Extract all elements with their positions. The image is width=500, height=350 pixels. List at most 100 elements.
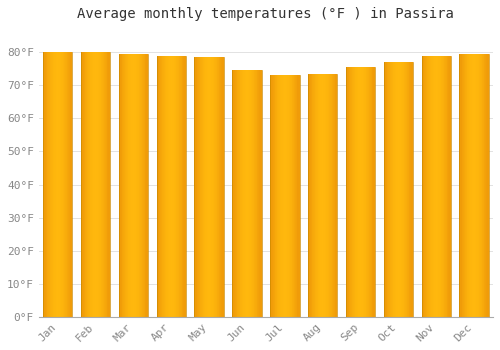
Bar bbox=[440, 56, 442, 317]
Title: Average monthly temperatures (°F ) in Passira: Average monthly temperatures (°F ) in Pa… bbox=[78, 7, 454, 21]
Bar bbox=[235, 70, 236, 317]
Bar bbox=[438, 56, 439, 317]
Bar bbox=[390, 62, 391, 317]
Bar bbox=[252, 70, 253, 317]
Bar bbox=[320, 74, 321, 317]
Bar bbox=[431, 56, 432, 317]
Bar bbox=[160, 56, 161, 317]
Bar bbox=[469, 54, 470, 317]
Bar bbox=[105, 52, 106, 317]
Bar bbox=[69, 52, 70, 317]
Bar bbox=[255, 70, 256, 317]
Bar bbox=[284, 75, 285, 317]
Bar bbox=[248, 70, 249, 317]
Bar bbox=[214, 57, 215, 317]
Bar bbox=[445, 56, 446, 317]
Bar bbox=[327, 74, 328, 317]
Bar bbox=[196, 57, 198, 317]
Bar bbox=[200, 57, 201, 317]
Bar bbox=[64, 52, 65, 317]
Bar bbox=[466, 54, 468, 317]
Bar bbox=[430, 56, 431, 317]
Bar bbox=[59, 52, 60, 317]
Bar bbox=[260, 70, 261, 317]
Bar bbox=[238, 70, 239, 317]
Bar bbox=[272, 75, 273, 317]
Bar bbox=[360, 67, 362, 317]
Bar bbox=[463, 54, 464, 317]
Bar bbox=[434, 56, 435, 317]
Bar bbox=[182, 56, 183, 317]
Bar bbox=[208, 57, 209, 317]
Bar bbox=[146, 54, 148, 317]
Bar bbox=[220, 57, 221, 317]
Bar bbox=[398, 62, 399, 317]
Bar bbox=[70, 52, 71, 317]
Bar bbox=[333, 74, 334, 317]
Bar bbox=[127, 54, 128, 317]
Bar bbox=[130, 54, 131, 317]
Bar bbox=[210, 57, 212, 317]
Bar bbox=[367, 67, 368, 317]
Bar bbox=[135, 54, 136, 317]
Bar bbox=[384, 62, 385, 317]
Bar bbox=[215, 57, 216, 317]
Bar bbox=[322, 74, 324, 317]
Bar bbox=[234, 70, 235, 317]
Bar bbox=[199, 57, 200, 317]
Bar bbox=[432, 56, 434, 317]
Bar bbox=[201, 57, 202, 317]
Bar bbox=[218, 57, 220, 317]
Bar bbox=[44, 52, 45, 317]
Bar bbox=[449, 56, 450, 317]
Bar bbox=[316, 74, 317, 317]
Bar bbox=[330, 74, 331, 317]
Bar bbox=[253, 70, 254, 317]
Bar bbox=[399, 62, 400, 317]
Bar bbox=[88, 52, 89, 317]
Bar bbox=[57, 52, 58, 317]
Bar bbox=[178, 56, 180, 317]
Bar bbox=[167, 56, 168, 317]
Bar bbox=[389, 62, 390, 317]
Bar bbox=[317, 74, 318, 317]
Bar bbox=[391, 62, 392, 317]
Bar bbox=[321, 74, 322, 317]
Bar bbox=[436, 56, 437, 317]
Bar bbox=[239, 70, 240, 317]
Bar bbox=[256, 70, 258, 317]
Bar bbox=[324, 74, 325, 317]
Bar bbox=[278, 75, 279, 317]
Bar bbox=[194, 57, 195, 317]
Bar bbox=[374, 67, 376, 317]
Bar bbox=[368, 67, 370, 317]
Bar bbox=[49, 52, 50, 317]
Bar bbox=[270, 75, 271, 317]
Bar bbox=[353, 67, 354, 317]
Bar bbox=[308, 74, 310, 317]
Bar bbox=[172, 56, 173, 317]
Bar bbox=[396, 62, 397, 317]
Bar bbox=[468, 54, 469, 317]
Bar bbox=[209, 57, 210, 317]
Bar bbox=[242, 70, 244, 317]
Bar bbox=[371, 67, 372, 317]
Bar bbox=[91, 52, 92, 317]
Bar bbox=[203, 57, 204, 317]
Bar bbox=[394, 62, 396, 317]
Bar bbox=[83, 52, 84, 317]
Bar bbox=[273, 75, 274, 317]
Bar bbox=[82, 52, 83, 317]
Bar bbox=[400, 62, 402, 317]
Bar bbox=[428, 56, 429, 317]
Bar bbox=[128, 54, 129, 317]
Bar bbox=[282, 75, 284, 317]
Bar bbox=[233, 70, 234, 317]
Bar bbox=[296, 75, 298, 317]
Bar bbox=[246, 70, 247, 317]
Bar bbox=[359, 67, 360, 317]
Bar bbox=[259, 70, 260, 317]
Bar bbox=[92, 52, 94, 317]
Bar bbox=[348, 67, 349, 317]
Bar bbox=[81, 52, 82, 317]
